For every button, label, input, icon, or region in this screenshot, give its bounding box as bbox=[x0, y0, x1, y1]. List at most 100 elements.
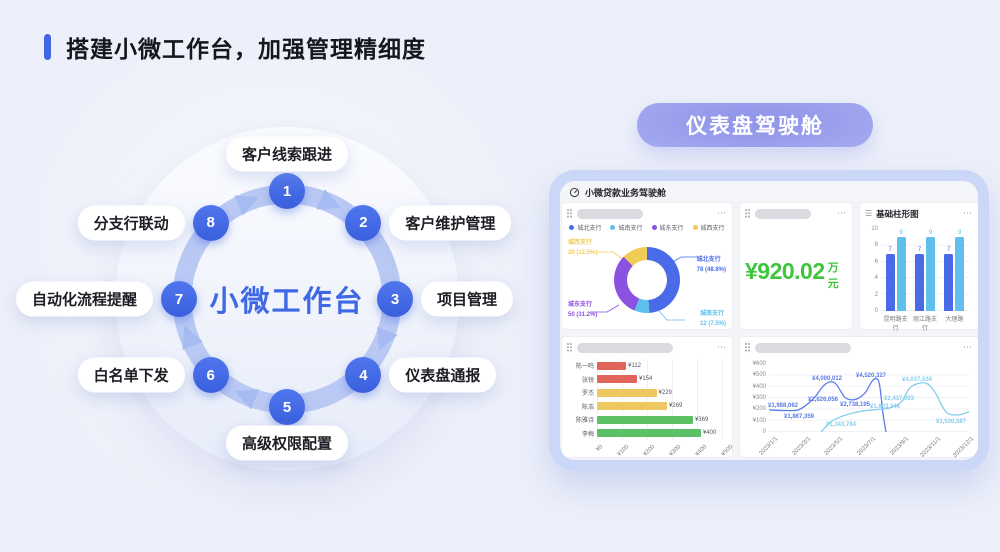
bar-x-tick-昆明路支行: 昆明路支行 bbox=[883, 317, 908, 332]
more-menu-icon[interactable]: ⋯ bbox=[963, 342, 973, 352]
cycle-node-8: 8 bbox=[192, 204, 229, 241]
line-y-tick-¥300: ¥300 bbox=[752, 395, 766, 401]
bar-wrap: 7 bbox=[885, 246, 895, 311]
donut-callout-城西支行: 城西支行 20 (12.5%) bbox=[568, 238, 597, 258]
line-x-tick-2023/12/1: 2023/12/1 bbox=[952, 436, 976, 460]
cycle-node-1: 1 bbox=[269, 173, 305, 209]
bar-y-tick-8: 8 bbox=[874, 242, 878, 249]
bar bbox=[944, 253, 954, 311]
bar-y-tick-2: 2 bbox=[874, 291, 878, 298]
callout-name: 城南支行 bbox=[699, 310, 724, 317]
cycle-label-8: 分支行联动 bbox=[77, 205, 185, 241]
hbar-value-label: ¥369 bbox=[694, 416, 709, 423]
drag-handle-icon[interactable] bbox=[567, 342, 573, 353]
bar-wrap: 7 bbox=[914, 247, 924, 311]
diagram-center-label: 小微工作台 bbox=[209, 286, 365, 318]
legend-dot bbox=[610, 225, 616, 230]
hbar-x-tick-¥100: ¥100 bbox=[616, 444, 630, 458]
hbar-value-label: ¥229 bbox=[658, 389, 672, 396]
bar-x-axis-labels: 昆明路支行 丽江路支行 大理路 bbox=[881, 314, 969, 332]
bar bbox=[885, 253, 895, 311]
panel-kpi: ⋯ ¥920.02 万元 bbox=[739, 202, 853, 330]
panel-donut-header: ⋯ bbox=[567, 207, 727, 220]
bar-value-label: 7 bbox=[947, 246, 951, 253]
hbar-row-陈雅诗: 陈雅诗 ¥369 bbox=[567, 413, 727, 427]
kpi-unit: 万元 bbox=[827, 262, 839, 290]
line-point-label: ¥1,988,062 bbox=[767, 402, 799, 409]
bar-chart-title: 基础柱形图 bbox=[876, 208, 919, 219]
line-point-label: ¥4,000,012 bbox=[811, 375, 843, 382]
hbar-bar bbox=[597, 388, 657, 397]
kpi-value: ¥920.02 bbox=[745, 258, 825, 284]
callout-value: 50 (31.2%) bbox=[568, 311, 598, 318]
drag-handle-icon[interactable] bbox=[745, 208, 751, 219]
line-point-label: ¥4,520,327 bbox=[855, 372, 887, 379]
hbar-value-label: ¥154 bbox=[639, 376, 653, 383]
callout-name: 城西支行 bbox=[568, 240, 593, 246]
hbar-name: 陈一鸣 bbox=[575, 364, 594, 371]
hbar-track: ¥369 bbox=[597, 413, 727, 427]
hbar-bar bbox=[597, 429, 701, 438]
panel-title-placeholder bbox=[755, 208, 811, 219]
line-x-axis-labels: 2023/1/1 2023/3/1 2023/5/1 2023/7/1 2023/9/1… bbox=[759, 432, 976, 459]
legend-dot bbox=[651, 225, 657, 230]
line-x-tick-2023/9/1: 2023/9/1 bbox=[889, 436, 910, 457]
donut-callout-城北支行: 城北支行 78 (48.8%) bbox=[697, 255, 726, 275]
cycle-label-2: 客户维护管理 bbox=[389, 205, 512, 241]
drag-handle-icon[interactable] bbox=[567, 208, 573, 219]
hbar-bar bbox=[597, 415, 693, 424]
line-y-tick-¥500: ¥500 bbox=[752, 372, 766, 379]
more-menu-icon[interactable]: ⋯ bbox=[963, 208, 973, 218]
line-x-tick-2023/5/1: 2023/5/1 bbox=[823, 436, 845, 457]
panel-title-placeholder bbox=[577, 342, 673, 353]
more-menu-icon[interactable]: ⋯ bbox=[837, 208, 847, 218]
hbar-x-axis-labels: ¥0 ¥100 ¥200 ¥300 ¥400 ¥500 bbox=[595, 440, 734, 458]
donut-ring bbox=[614, 247, 680, 313]
hbar-row-罗杰: 罗杰 ¥229 bbox=[567, 386, 727, 400]
donut-callout-城东支行: 城东支行 50 (31.2%) bbox=[568, 300, 597, 320]
page-title: 搭建小微工作台，加强管理精细度 bbox=[66, 36, 426, 62]
cycle-label-4: 仪表盘通报 bbox=[389, 357, 497, 393]
line-x-tick-2023/1/1: 2023/1/1 bbox=[758, 436, 780, 457]
drag-handle-icon[interactable]: ☰ bbox=[865, 208, 873, 218]
panel-hbar-chart: ⋯ 陈一鸣 ¥112 张锐 ¥154 罗杰 ¥229 陈浩 ¥269 陈雅诗 ¥369 李梅 ¥400… bbox=[561, 336, 734, 458]
panel-donut: ⋯ 城北支行 城南支行 城东支行 城西支行 城北支行 78 (48.8%) 城南支行 12 … bbox=[561, 202, 733, 330]
legend-label: 城南支行 bbox=[618, 226, 643, 232]
hbar-track: ¥400 bbox=[597, 426, 727, 440]
line-point-label: ¥2,738,195 bbox=[839, 402, 871, 409]
callout-value: 20 (12.5%) bbox=[568, 250, 598, 257]
line-chart-plot: ¥600 ¥500 ¥400 ¥300 ¥200 ¥100 0 ¥1,988,062 ¥1,86… bbox=[753, 361, 969, 435]
bar-value-label: 7 bbox=[888, 246, 892, 253]
hbar-row-陈浩: 陈浩 ¥269 bbox=[567, 399, 727, 413]
line-y-tick-¥200: ¥200 bbox=[752, 406, 766, 413]
legend-dot bbox=[569, 225, 575, 230]
panel-bar-header: ☰ 基础柱形图 ⋯ bbox=[865, 207, 973, 220]
bar-value-label: 9 bbox=[958, 230, 962, 237]
legend-item-城西支行: 城西支行 bbox=[692, 223, 725, 232]
panel-kpi-header: ⋯ bbox=[745, 207, 847, 220]
more-menu-icon[interactable]: ⋯ bbox=[717, 208, 727, 218]
hbar-track: ¥269 bbox=[597, 399, 727, 413]
line-series-2-path bbox=[820, 382, 969, 432]
drag-handle-icon[interactable] bbox=[745, 342, 751, 353]
hbar-name: 陈雅诗 bbox=[575, 418, 594, 425]
hbar-x-tick-¥300: ¥300 bbox=[668, 444, 682, 458]
line-y-tick-0: 0 bbox=[762, 429, 766, 435]
line-point-label: ¥2,437,693 bbox=[883, 396, 915, 403]
line-y-tick-¥400: ¥400 bbox=[752, 383, 766, 390]
hbar-x-tick-¥500: ¥500 bbox=[720, 444, 734, 458]
panel-title-placeholder bbox=[755, 342, 851, 353]
legend-item-城南支行: 城南支行 bbox=[610, 223, 643, 232]
hbar-bar bbox=[597, 375, 638, 384]
hbar-rows: 陈一鸣 ¥112 张锐 ¥154 罗杰 ¥229 陈浩 ¥269 陈雅诗 ¥369 李梅 ¥400 bbox=[567, 359, 727, 440]
cycle-label-1: 客户线索跟进 bbox=[225, 136, 349, 172]
callout-value: 78 (48.8%) bbox=[696, 267, 726, 274]
hbar-name: 张锐 bbox=[581, 377, 594, 384]
more-menu-icon[interactable]: ⋯ bbox=[717, 342, 727, 352]
bar-y-tick-6: 6 bbox=[874, 258, 878, 265]
cycle-node-2: 2 bbox=[345, 204, 382, 241]
page-header: 搭建小微工作台，加强管理精细度 bbox=[44, 30, 426, 64]
bar bbox=[896, 237, 906, 311]
line-point-label: ¥1,867,359 bbox=[783, 414, 815, 421]
